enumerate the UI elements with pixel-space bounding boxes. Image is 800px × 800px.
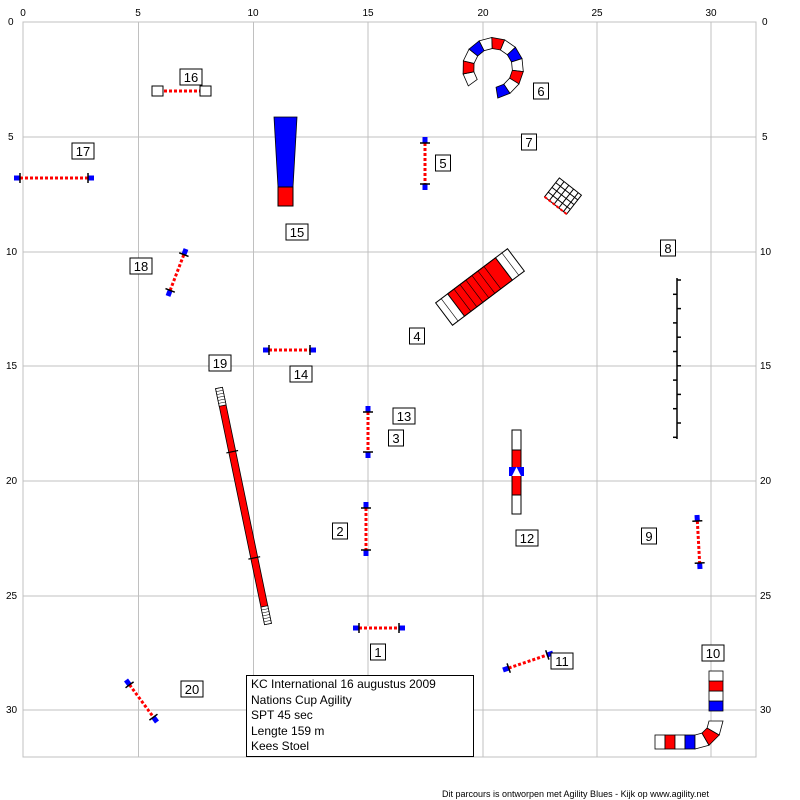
obstacle-12 xyxy=(509,429,524,515)
obstacle-number-11: 11 xyxy=(550,652,574,670)
grid xyxy=(22,21,757,758)
y-axis-right: 0 5 10 15 20 25 30 xyxy=(760,17,772,716)
y-tick-label: 10 xyxy=(760,247,772,258)
event-title: KC International 16 augustus 2009 xyxy=(251,677,436,691)
x-tick-label: 25 xyxy=(591,8,603,19)
y-tick-label: 25 xyxy=(760,591,772,602)
obstacle-number-text: 18 xyxy=(134,259,148,274)
dogwalk-19 xyxy=(215,386,272,626)
jump-11 xyxy=(502,649,554,674)
chute-15 xyxy=(273,116,298,207)
course-info-box: KC International 16 augustus 2009 Nation… xyxy=(246,675,474,757)
obstacles xyxy=(14,37,724,750)
obstacle-number-text: 17 xyxy=(76,144,90,159)
x-tick-label: 5 xyxy=(135,8,141,19)
tunnel-10 xyxy=(654,670,724,750)
obstacle-number-14: 14 xyxy=(289,365,313,383)
x-tick-label: 0 xyxy=(20,8,26,19)
jump-17 xyxy=(14,173,94,183)
obstacle-number-15: 15 xyxy=(285,223,309,241)
x-tick-label: 10 xyxy=(247,8,259,19)
obstacle-number-text: 10 xyxy=(706,646,720,661)
obstacle-number-19: 19 xyxy=(208,354,232,372)
obstacle-number-20: 20 xyxy=(180,680,204,698)
y-tick-label: 25 xyxy=(6,591,18,602)
obstacle-number-16: 16 xyxy=(179,68,203,86)
judge-name: Kees Stoel xyxy=(251,739,310,753)
x-tick-label: 20 xyxy=(477,8,489,19)
jump-9 xyxy=(692,514,705,570)
obstacle-number-text: 14 xyxy=(294,367,308,382)
footer-credit: Dit parcours is ontworpen met Agility Bl… xyxy=(442,789,709,799)
course-name: Nations Cup Agility xyxy=(251,692,352,707)
y-tick-label: 15 xyxy=(760,361,772,372)
standard-course-time: SPT 45 sec xyxy=(251,708,313,722)
jump-20 xyxy=(123,678,160,724)
y-tick-label: 0 xyxy=(8,17,14,28)
obstacle-number-10: 10 xyxy=(701,644,725,662)
jump-5 xyxy=(420,137,430,190)
y-tick-label: 5 xyxy=(8,132,14,143)
obstacle-number-text: 1 xyxy=(374,645,381,660)
y-tick-label: 30 xyxy=(6,705,18,716)
jump-18 xyxy=(165,248,189,297)
x-tick-label: 15 xyxy=(362,8,374,19)
obstacle-number-2: 2 xyxy=(332,522,348,540)
obstacle-number-8: 8 xyxy=(660,239,676,257)
tyre-obstacle xyxy=(543,177,583,217)
obstacle-number-text: 8 xyxy=(664,241,671,256)
obstacle-number-text: 16 xyxy=(184,70,198,85)
obstacle-number-18: 18 xyxy=(129,257,153,275)
obstacle-number-text: 9 xyxy=(645,529,652,544)
obstacle-number-17: 17 xyxy=(71,142,95,160)
obstacle-number-13: 13 xyxy=(392,407,416,425)
obstacle-number-5: 5 xyxy=(435,154,451,172)
obstacle-number-6: 6 xyxy=(533,82,549,100)
y-tick-label: 20 xyxy=(760,476,772,487)
obstacle-number-text: 20 xyxy=(185,682,199,697)
y-tick-label: 20 xyxy=(6,476,18,487)
jump-3-13 xyxy=(363,406,373,458)
obstacle-number-text: 15 xyxy=(290,225,304,240)
obstacle-number-7: 7 xyxy=(521,133,537,151)
obstacle-number-9: 9 xyxy=(641,527,657,545)
aframe-4 xyxy=(434,248,526,326)
obstacle-number-text: 19 xyxy=(213,356,227,371)
x-axis-top: 0 5 10 15 20 25 30 xyxy=(20,8,717,19)
obstacle-number-text: 11 xyxy=(555,654,569,669)
y-tick-label: 0 xyxy=(762,17,768,28)
obstacle-number-text: 7 xyxy=(525,135,532,150)
weave-poles-8 xyxy=(673,278,681,439)
obstacle-number-text: 13 xyxy=(397,409,411,424)
obstacle-number-text: 3 xyxy=(392,431,399,446)
obstacle-number-text: 12 xyxy=(520,531,534,546)
y-tick-label: 10 xyxy=(6,247,18,258)
obstacle-number-1: 1 xyxy=(370,643,386,661)
jump-2 xyxy=(361,502,371,556)
y-tick-label: 15 xyxy=(6,361,18,372)
x-tick-label: 30 xyxy=(705,8,717,19)
y-axis-left: 0 5 10 15 20 25 30 xyxy=(6,17,18,716)
obstacle-number-3: 3 xyxy=(388,429,404,447)
jump-16-caps xyxy=(151,85,212,97)
jump-1 xyxy=(353,623,405,633)
course-length: Lengte 159 m xyxy=(251,723,325,738)
obstacle-number-12: 12 xyxy=(515,529,539,547)
y-tick-label: 5 xyxy=(762,132,768,143)
obstacle-number-4: 4 xyxy=(409,327,425,345)
obstacle-number-text: 4 xyxy=(413,329,420,344)
obstacle-number-text: 6 xyxy=(537,84,544,99)
tunnel-6 xyxy=(462,37,524,99)
jump-14 xyxy=(263,345,316,355)
y-tick-label: 30 xyxy=(760,705,772,716)
obstacle-number-text: 2 xyxy=(336,524,343,539)
obstacle-number-text: 5 xyxy=(439,156,446,171)
